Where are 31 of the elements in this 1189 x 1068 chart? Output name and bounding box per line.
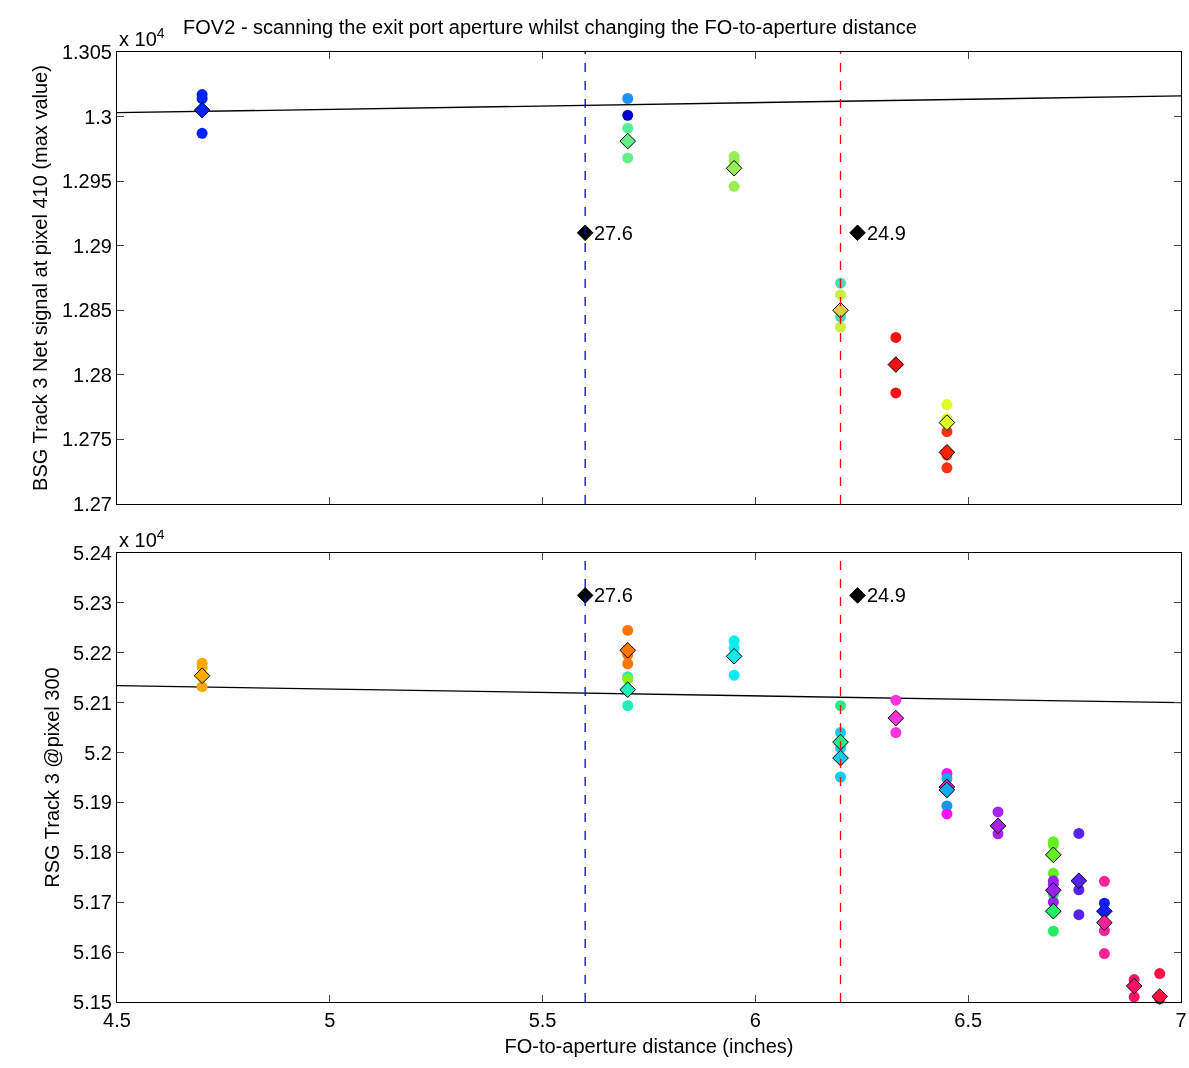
y-tick-label: 5.19: [73, 791, 112, 814]
y-tick-label: 5.2: [84, 741, 112, 764]
x-tick-label: 7: [1175, 1009, 1187, 1031]
y-tick-label: 5.21: [73, 691, 112, 714]
y-tick-label: 5.24: [73, 542, 112, 564]
y-tick-label: 5.23: [73, 591, 112, 614]
annotation: 24.9: [867, 222, 906, 244]
y-tick-label: 1.3: [84, 105, 112, 128]
y-tick-label: 5.17: [73, 891, 112, 914]
x-axis-title: FO-to-aperture distance (inches): [504, 1034, 794, 1057]
y-tick-label: 1.29: [73, 234, 112, 257]
y-tick-label: 5.18: [73, 841, 112, 864]
y-axis-title: BSG Track 3 Net signal at pixel 410 (max value): [29, 65, 52, 491]
y-tick-label: 1.285: [61, 299, 112, 322]
text: x 10$^{4}$: [119, 24, 165, 50]
y-tick-label: 1.28: [73, 363, 112, 386]
chart-title: FOV2 - scanning the exit port aperture whilst changing the FO-to-aperture distance: [183, 16, 917, 38]
x-tick-label: 6.5: [954, 1009, 983, 1031]
y-tick-label: 5.22: [73, 641, 112, 664]
x-tick-label: 6: [749, 1009, 761, 1031]
annotation: 24.9: [867, 584, 906, 606]
y-axis-title: RSG Track 3 @pixel 300: [40, 667, 63, 888]
y-tick-label: 1.275: [61, 428, 112, 451]
annotation: 27.6: [594, 584, 633, 606]
x-tick-label: 5: [324, 1009, 336, 1031]
y-tick-label: 1.27: [73, 493, 112, 515]
annotation: 27.6: [594, 222, 633, 244]
x-tick-label: 5.5: [528, 1009, 557, 1031]
y-tick-label: 1.305: [61, 41, 112, 63]
y-tick-label: 5.16: [73, 941, 112, 964]
y-tick-label: 1.295: [61, 170, 112, 193]
